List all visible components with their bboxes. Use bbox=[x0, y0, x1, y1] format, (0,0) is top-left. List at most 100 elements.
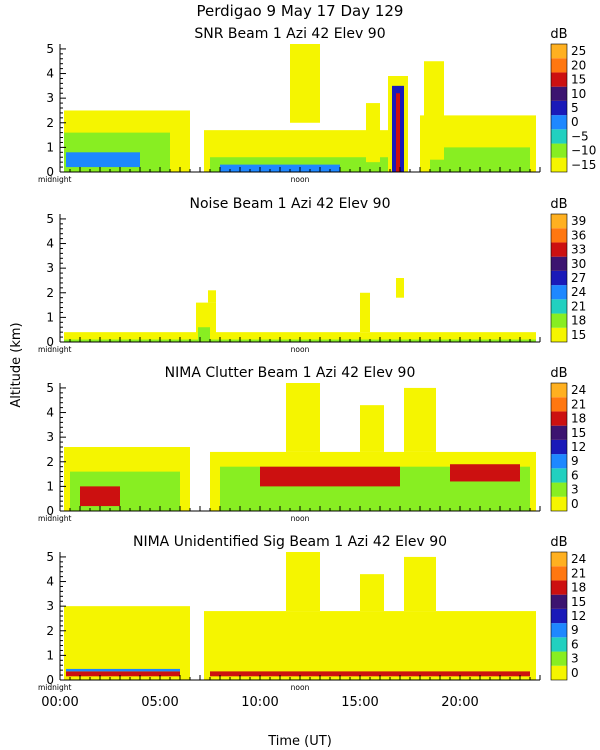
colorbar-label: 3 bbox=[571, 483, 579, 497]
x-tick-label: 20:00 bbox=[441, 695, 478, 710]
colorbar-label: 10 bbox=[571, 87, 586, 101]
colorbar-segment bbox=[551, 44, 567, 59]
y-tick-label: 1 bbox=[46, 479, 54, 493]
colorbar-label: 12 bbox=[571, 609, 586, 623]
midnight-label: midnight bbox=[38, 175, 72, 184]
heatmap-region bbox=[66, 671, 180, 677]
y-tick-label: 0 bbox=[46, 673, 54, 687]
colorbar-segment bbox=[551, 566, 567, 581]
heatmap-region bbox=[360, 574, 384, 612]
colorbar-unit: dB bbox=[550, 366, 567, 381]
colorbar-segment bbox=[551, 129, 567, 144]
colorbar-segment bbox=[551, 214, 567, 229]
colorbar-segment bbox=[551, 256, 567, 271]
y-tick-label: 3 bbox=[46, 430, 54, 444]
colorbar-segment bbox=[551, 299, 567, 314]
colorbar-unit: dB bbox=[550, 27, 567, 42]
heatmap-region bbox=[210, 671, 530, 677]
colorbar-segment bbox=[551, 594, 567, 609]
y-tick-label: 0 bbox=[46, 504, 54, 518]
colorbar-segment bbox=[551, 496, 567, 511]
y-tick-label: 5 bbox=[46, 212, 54, 226]
panel-1: SNR Beam 1 Azi 42 Elev 90 0 1 2 3 4 5 midnight n… bbox=[38, 26, 596, 184]
colorbar-segment bbox=[551, 552, 567, 567]
colorbar-segment bbox=[551, 270, 567, 286]
x-tick-label: 10:00 bbox=[241, 695, 278, 710]
colorbar-frame bbox=[550, 382, 568, 512]
heatmap-region bbox=[290, 44, 320, 123]
panel-title: NIMA Clutter Beam 1 Azi 42 Elev 90 bbox=[165, 365, 416, 381]
colorbar-label: 20 bbox=[571, 58, 586, 72]
colorbar-segment bbox=[551, 115, 567, 130]
heatmap-region bbox=[404, 387, 436, 452]
heatmap-region bbox=[66, 152, 140, 168]
noon-label: noon bbox=[291, 175, 310, 184]
heatmap-region bbox=[260, 466, 400, 487]
colorbar-label: 21 bbox=[571, 299, 586, 313]
heatmap-cells bbox=[64, 552, 536, 680]
colorbar-segment bbox=[551, 608, 567, 624]
colorbar-label: 25 bbox=[571, 44, 586, 58]
colorbar-label: −15 bbox=[571, 158, 596, 172]
y-tick-label: 5 bbox=[46, 42, 54, 56]
colorbar-label: 3 bbox=[571, 652, 579, 666]
colorbar-segment bbox=[551, 157, 567, 172]
y-tick-label: 2 bbox=[46, 116, 54, 130]
colorbar-label: 6 bbox=[571, 637, 579, 651]
panel-2: Noise Beam 1 Azi 42 Elev 90 0 1 2 3 4 5 midnigh… bbox=[38, 196, 586, 354]
y-tick-label: 0 bbox=[46, 335, 54, 349]
colorbar-label: 0 bbox=[571, 497, 579, 511]
colorbar-label: 9 bbox=[571, 623, 579, 637]
y-tick-label: 3 bbox=[46, 91, 54, 105]
heatmap-region bbox=[450, 464, 520, 482]
colorbar-segment bbox=[551, 313, 567, 328]
x-tick-label: 15:00 bbox=[341, 695, 378, 710]
colorbar-label: 24 bbox=[571, 552, 586, 566]
noon-label: noon bbox=[291, 345, 310, 354]
noon-label: noon bbox=[291, 683, 310, 692]
colorbar-segment bbox=[551, 665, 567, 680]
colorbar-label: −5 bbox=[571, 129, 589, 143]
colorbar-label: 33 bbox=[571, 243, 586, 257]
heatmap-region bbox=[366, 103, 380, 163]
colorbar-label: 39 bbox=[571, 214, 586, 228]
y-tick-label: 4 bbox=[46, 406, 54, 420]
colorbar-label: 24 bbox=[571, 383, 586, 397]
colorbar-label: 0 bbox=[571, 666, 579, 680]
colorbar-label: 18 bbox=[571, 314, 586, 328]
colorbar-segment bbox=[551, 86, 567, 101]
colorbar-label: 24 bbox=[571, 285, 586, 299]
colorbar-segment bbox=[551, 482, 567, 497]
y-axis-label: Altitude (km) bbox=[9, 322, 24, 407]
y-tick-label: 2 bbox=[46, 455, 54, 469]
colorbar-label: 21 bbox=[571, 397, 586, 411]
heatmap-region bbox=[396, 93, 400, 172]
colorbar-segment bbox=[551, 72, 567, 87]
colorbar-label: 18 bbox=[571, 581, 586, 595]
y-tick-label: 2 bbox=[46, 286, 54, 300]
colorbar-frame bbox=[550, 551, 568, 681]
x-axis-label: Time (UT) bbox=[267, 734, 332, 749]
colorbar-segment bbox=[551, 228, 567, 243]
y-tick-label: 5 bbox=[46, 550, 54, 564]
colorbar-segment bbox=[551, 651, 567, 666]
y-tick-label: 3 bbox=[46, 261, 54, 275]
colorbar-segment bbox=[551, 468, 567, 483]
y-tick-label: 4 bbox=[46, 237, 54, 251]
colorbar-label: 15 bbox=[571, 73, 586, 87]
heatmap-region bbox=[64, 606, 190, 680]
figure-title: Perdigao 9 May 17 Day 129 bbox=[197, 2, 404, 20]
heatmap-region bbox=[80, 486, 120, 507]
colorbar-label: 18 bbox=[571, 412, 586, 426]
heatmap-region bbox=[286, 552, 320, 612]
heatmap-region bbox=[208, 290, 216, 303]
panel-3: NIMA Clutter Beam 1 Azi 42 Elev 90012345… bbox=[38, 365, 586, 523]
heatmap-region bbox=[360, 405, 384, 452]
colorbar-label: 21 bbox=[571, 566, 586, 580]
heatmap-region bbox=[360, 292, 370, 333]
heatmap-region bbox=[396, 278, 404, 298]
